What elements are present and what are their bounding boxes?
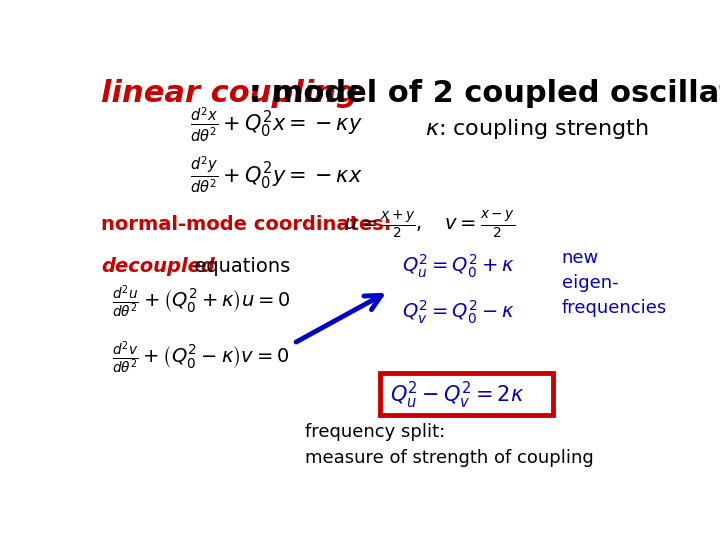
Text: normal-mode coordinates:: normal-mode coordinates: xyxy=(101,215,392,234)
Text: decoupled: decoupled xyxy=(101,257,215,276)
Text: $Q_u^2 - Q_v^2 = 2\kappa$: $Q_u^2 - Q_v^2 = 2\kappa$ xyxy=(390,380,525,411)
Text: $Q_u^2 = Q_0^2 + \kappa$: $Q_u^2 = Q_0^2 + \kappa$ xyxy=(402,253,516,280)
Text: new
eigen-
frequencies: new eigen- frequencies xyxy=(562,249,667,317)
Text: equations: equations xyxy=(188,257,290,276)
Text: $\frac{d^2u}{d\theta^2} + \left(Q_0^2 + \kappa\right)u = 0$: $\frac{d^2u}{d\theta^2} + \left(Q_0^2 + … xyxy=(112,284,291,320)
Text: $u = \frac{x+y}{2},\quad v = \frac{x-y}{2}$: $u = \frac{x+y}{2},\quad v = \frac{x-y}{… xyxy=(344,209,515,241)
Text: linear coupling: linear coupling xyxy=(101,79,358,109)
Text: frequency split:
measure of strength of coupling: frequency split: measure of strength of … xyxy=(305,423,593,468)
Text: $Q_v^2 = Q_0^2 - \kappa$: $Q_v^2 = Q_0^2 - \kappa$ xyxy=(402,299,516,326)
Text: $\kappa$: coupling strength: $\kappa$: coupling strength xyxy=(425,117,649,141)
Text: $\frac{d^2y}{d\theta^2} + Q_0^2 y = -\kappa x$: $\frac{d^2y}{d\theta^2} + Q_0^2 y = -\ka… xyxy=(190,154,363,195)
Text: $\frac{d^2x}{d\theta^2} + Q_0^2 x = -\kappa y$: $\frac{d^2x}{d\theta^2} + Q_0^2 x = -\ka… xyxy=(190,106,364,144)
Text: : model of 2 coupled oscillators: : model of 2 coupled oscillators xyxy=(249,79,720,109)
Text: $\frac{d^2v}{d\theta^2} + \left(Q_0^2 - \kappa\right)v = 0$: $\frac{d^2v}{d\theta^2} + \left(Q_0^2 - … xyxy=(112,340,289,376)
